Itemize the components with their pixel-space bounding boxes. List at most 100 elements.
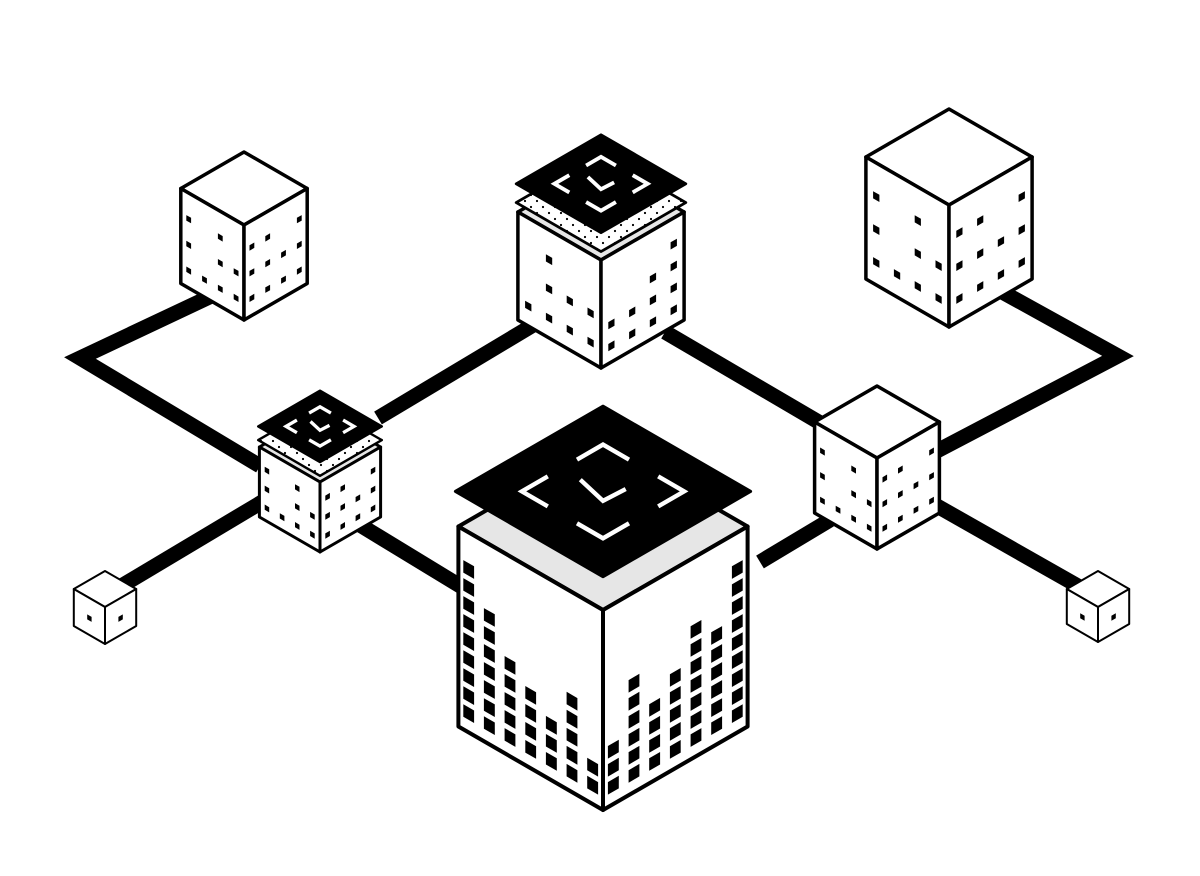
window-icon xyxy=(851,465,856,474)
window-icon xyxy=(820,472,825,481)
window-icon xyxy=(310,511,315,520)
window-icon xyxy=(295,503,300,511)
window-icon xyxy=(898,465,903,474)
window-icon xyxy=(956,227,963,238)
cube-far-left-small xyxy=(72,570,138,645)
window-icon xyxy=(929,496,934,505)
window-icon xyxy=(566,295,573,307)
window-icon xyxy=(690,620,702,639)
window-icon xyxy=(355,513,361,522)
window-icon xyxy=(1080,613,1085,621)
scanner-layer xyxy=(257,389,383,464)
cube-right-face xyxy=(599,210,686,370)
window-icon xyxy=(118,614,123,622)
window-icon xyxy=(731,632,743,651)
window-icon xyxy=(731,668,743,687)
window-icon xyxy=(545,734,557,753)
window-icon xyxy=(628,763,640,783)
window-icon xyxy=(483,716,495,735)
window-icon xyxy=(935,260,942,271)
window-icon xyxy=(608,340,615,352)
window-icon xyxy=(525,686,537,705)
window-icon xyxy=(649,316,657,328)
window-icon xyxy=(463,596,475,615)
window-icon xyxy=(340,503,345,511)
window-icon xyxy=(977,215,984,226)
window-icon xyxy=(340,522,345,530)
window-icon xyxy=(566,709,578,729)
window-icon xyxy=(649,734,661,753)
window-icon xyxy=(233,293,239,302)
window-icon xyxy=(295,484,300,493)
link-top-center-to-right-mid xyxy=(661,325,826,431)
window-icon xyxy=(249,242,255,251)
window-icon xyxy=(370,466,376,475)
link-left-scanner-to-hub xyxy=(351,515,474,599)
window-icon xyxy=(731,650,743,669)
window-icon xyxy=(873,224,880,235)
cube-right-face xyxy=(242,186,309,322)
window-icon xyxy=(977,248,984,259)
window-icon xyxy=(545,752,557,771)
scan-bracket-icon xyxy=(585,200,617,213)
link-left-scanner-to-far-left-small xyxy=(114,495,266,595)
window-icon xyxy=(525,300,532,312)
scan-bracket-icon xyxy=(517,474,549,509)
cube-hub xyxy=(453,404,753,812)
window-icon xyxy=(265,233,271,242)
window-icon xyxy=(690,656,702,675)
scan-bracket-icon xyxy=(308,438,332,449)
window-icon xyxy=(711,716,723,735)
window-icon xyxy=(820,496,825,505)
check-mark-icon xyxy=(586,175,615,192)
window-icon xyxy=(893,269,901,280)
window-icon xyxy=(851,514,856,523)
window-icon xyxy=(929,447,934,456)
window-icon xyxy=(1018,257,1025,268)
window-icon xyxy=(628,727,640,747)
window-icon xyxy=(690,728,702,747)
window-icon xyxy=(835,505,841,514)
window-icon xyxy=(87,614,92,622)
window-icon xyxy=(325,530,330,539)
window-icon xyxy=(913,481,919,490)
window-icon xyxy=(463,614,475,633)
window-icon xyxy=(977,281,984,292)
scan-bracket-icon xyxy=(631,173,652,195)
window-icon xyxy=(325,511,330,520)
window-icon xyxy=(463,668,475,687)
window-icon xyxy=(898,490,903,499)
window-icon xyxy=(545,254,553,266)
scan-bracket-icon xyxy=(657,474,689,509)
window-icon xyxy=(587,336,594,348)
window-icon xyxy=(956,260,963,271)
window-icon xyxy=(882,499,888,508)
window-icon xyxy=(566,727,578,747)
window-icon xyxy=(731,614,743,633)
window-icon xyxy=(525,704,537,723)
scan-bracket-icon xyxy=(575,521,631,541)
window-icon xyxy=(463,632,475,651)
window-icon xyxy=(265,259,271,268)
window-icon xyxy=(669,668,681,687)
cube-top-center xyxy=(514,133,688,370)
window-icon xyxy=(628,709,640,729)
cube-right-top xyxy=(864,107,1034,329)
connection-links xyxy=(64,281,1134,599)
window-icon xyxy=(649,294,657,306)
window-icon xyxy=(882,474,888,483)
window-icon xyxy=(669,704,681,723)
window-icon xyxy=(866,499,872,508)
window-icon xyxy=(463,704,475,723)
window-icon xyxy=(463,560,475,579)
window-icon xyxy=(202,275,207,284)
window-icon xyxy=(186,266,192,275)
scan-bracket-icon xyxy=(282,418,298,435)
cube-left-top xyxy=(179,150,309,322)
window-icon xyxy=(690,710,702,729)
window-icon xyxy=(670,282,677,294)
window-icon xyxy=(281,249,286,259)
window-icon xyxy=(851,490,856,499)
link-right-mid-to-far-right-small xyxy=(926,495,1089,597)
